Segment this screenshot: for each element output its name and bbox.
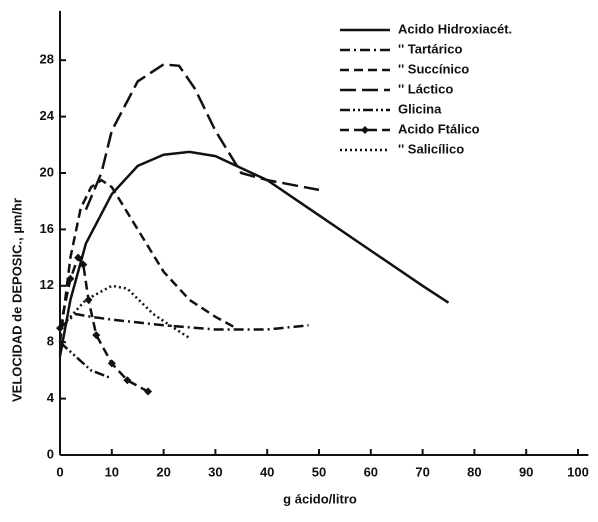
- legend-marker: [361, 126, 369, 134]
- series-line: [58, 178, 237, 343]
- series-marker: [123, 376, 132, 385]
- x-axis-label: g ácido/litro: [283, 491, 357, 506]
- x-tick-label: 20: [156, 464, 170, 479]
- legend-label: '' Tartárico: [398, 41, 463, 56]
- x-tick-label: 70: [415, 464, 429, 479]
- y-axis-label: VELOCIDAD de DEPOSIC., µm/hr: [9, 198, 24, 402]
- x-tick-label: 80: [467, 464, 481, 479]
- series-line: [59, 341, 110, 379]
- legend-label: '' Salicílico: [398, 141, 464, 156]
- series-marker: [144, 387, 153, 396]
- x-tick-label: 40: [260, 464, 274, 479]
- legend-label: '' Succínico: [398, 61, 469, 76]
- y-tick-label: 20: [40, 164, 54, 179]
- y-tick-label: 28: [40, 52, 54, 67]
- series-marker: [74, 253, 83, 262]
- x-tick-label: 10: [105, 464, 119, 479]
- series-line: [59, 284, 191, 340]
- y-tick-label: 12: [40, 277, 54, 292]
- y-tick-label: 4: [47, 390, 55, 405]
- legend-label: '' Láctico: [398, 81, 453, 96]
- series-marker: [79, 260, 88, 269]
- series-marker: [107, 359, 116, 368]
- series-line: [59, 312, 309, 331]
- legend-label: Acido Ftálico: [398, 121, 480, 136]
- legend-label: Acido Hidroxiacét.: [398, 21, 512, 36]
- x-tick-label: 50: [312, 464, 326, 479]
- legend-label: Glicina: [398, 101, 442, 116]
- y-tick-label: 16: [40, 221, 54, 236]
- series-line: [84, 63, 320, 211]
- x-tick-label: 60: [364, 464, 378, 479]
- series-marker: [66, 274, 75, 283]
- series-line: [58, 150, 450, 357]
- x-tick-label: 30: [208, 464, 222, 479]
- series-marker: [92, 331, 101, 340]
- x-tick-label: 100: [567, 464, 589, 479]
- y-tick-label: 0: [47, 446, 54, 461]
- x-tick-label: 90: [519, 464, 533, 479]
- y-tick-label: 8: [47, 334, 54, 349]
- x-tick-label: 0: [56, 464, 63, 479]
- y-tick-label: 24: [40, 108, 55, 123]
